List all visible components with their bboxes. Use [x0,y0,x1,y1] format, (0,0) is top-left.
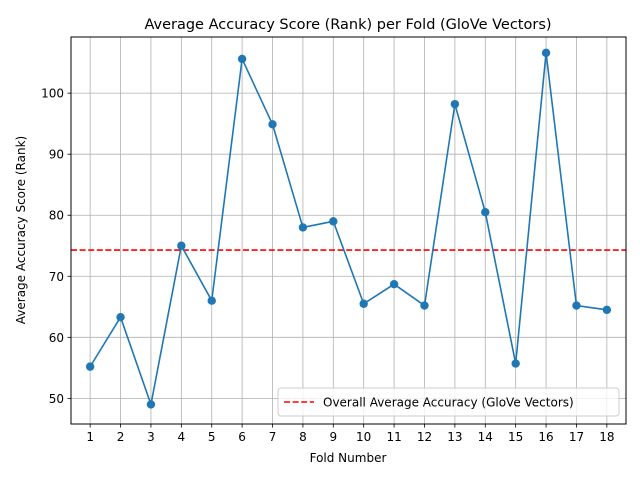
x-tick-label: 15 [508,430,523,444]
data-point-marker [116,312,125,322]
x-tick-label: 18 [599,430,614,444]
chart-title: Average Accuracy Score (Rank) per Fold (… [144,17,551,33]
legend: Overall Average Accuracy (GloVe Vectors) [277,387,620,417]
data-point-marker [207,296,216,305]
data-point-marker [420,301,429,310]
data-point-marker [85,362,95,371]
x-axis-ticks: 1 2 3 4 5 6 7 8 9 10 11 12 13 14 15 16 17 18 [86,424,614,444]
x-tick-label: 8 [299,430,307,444]
y-tick-label: 100 [41,87,64,101]
data-point-marker [268,120,277,129]
data-point-marker [450,99,460,109]
x-tick-label: 16 [538,430,553,444]
plot-area-frame [70,36,627,425]
series-line [89,52,607,406]
x-tick-label: 6 [238,430,246,444]
x-tick-label: 5 [208,430,216,444]
data-point-marker [146,400,156,409]
y-axis-label: Average Accuracy Score (Rank) [14,136,28,324]
data-point-marker [511,359,520,368]
x-tick-label: 3 [147,430,155,444]
data-point-marker [177,241,186,250]
legend-box [277,387,620,417]
x-axis-label: Fold Number [310,451,387,465]
x-tick-label: 1 [86,430,94,444]
x-tick-label: 9 [329,430,337,444]
data-point-marker [389,280,399,289]
y-tick-label: 50 [49,392,64,406]
x-tick-label: 2 [117,430,125,444]
data-point-marker [602,305,612,315]
y-tick-label: 60 [49,331,64,345]
series-layer [85,48,612,409]
x-tick-label: 13 [447,430,462,444]
y-axis-ticks: 50 60 70 80 90 100 [41,87,71,406]
x-tick-label: 4 [178,430,186,444]
legend-label-reference-line: Overall Average Accuracy (GloVe Vectors) [323,396,574,410]
data-point-marker [481,207,490,217]
y-tick-label: 80 [49,209,64,223]
data-point-marker [329,217,338,226]
x-tick-label: 12 [417,430,432,444]
x-tick-label: 14 [478,430,493,444]
data-point-marker [541,48,551,58]
x-tick-label: 17 [569,430,584,444]
x-tick-label: 10 [356,430,371,444]
data-point-marker [359,299,368,308]
x-tick-label: 11 [386,430,401,444]
y-tick-label: 90 [49,148,64,162]
data-point-marker [572,301,581,310]
y-tick-label: 70 [49,270,64,284]
data-point-marker [298,223,308,232]
data-point-marker [237,54,247,64]
x-tick-label: 7 [269,430,277,444]
